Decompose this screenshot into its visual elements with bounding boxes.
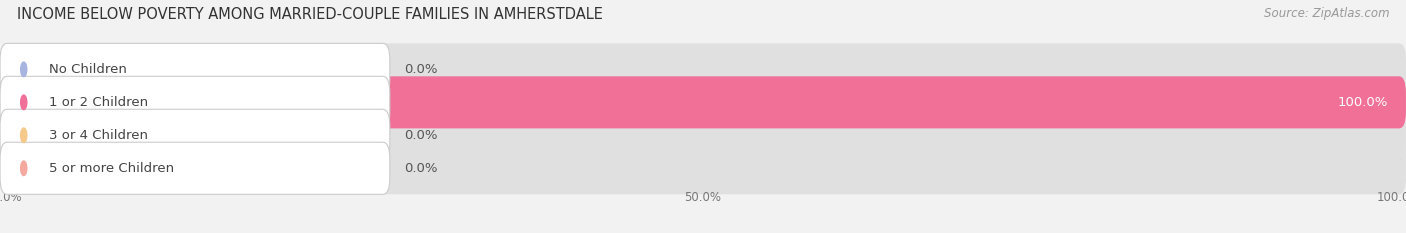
Text: 5 or more Children: 5 or more Children bbox=[49, 162, 174, 175]
FancyBboxPatch shape bbox=[0, 43, 1406, 96]
Text: 100.0%: 100.0% bbox=[1337, 96, 1388, 109]
Text: 0.0%: 0.0% bbox=[404, 129, 437, 142]
FancyBboxPatch shape bbox=[0, 142, 1406, 194]
FancyBboxPatch shape bbox=[0, 43, 389, 96]
Text: 3 or 4 Children: 3 or 4 Children bbox=[49, 129, 148, 142]
FancyBboxPatch shape bbox=[0, 109, 389, 161]
Circle shape bbox=[21, 128, 27, 143]
Circle shape bbox=[21, 95, 27, 110]
FancyBboxPatch shape bbox=[0, 76, 389, 128]
Text: INCOME BELOW POVERTY AMONG MARRIED-COUPLE FAMILIES IN AMHERSTDALE: INCOME BELOW POVERTY AMONG MARRIED-COUPL… bbox=[17, 7, 603, 22]
FancyBboxPatch shape bbox=[0, 142, 389, 194]
FancyBboxPatch shape bbox=[0, 76, 1406, 128]
Text: 0.0%: 0.0% bbox=[404, 162, 437, 175]
Circle shape bbox=[21, 62, 27, 77]
Text: No Children: No Children bbox=[49, 63, 127, 76]
Circle shape bbox=[21, 161, 27, 175]
Text: Source: ZipAtlas.com: Source: ZipAtlas.com bbox=[1264, 7, 1389, 20]
FancyBboxPatch shape bbox=[0, 109, 1406, 161]
FancyBboxPatch shape bbox=[0, 76, 1406, 128]
Text: 1 or 2 Children: 1 or 2 Children bbox=[49, 96, 148, 109]
Text: 0.0%: 0.0% bbox=[404, 63, 437, 76]
